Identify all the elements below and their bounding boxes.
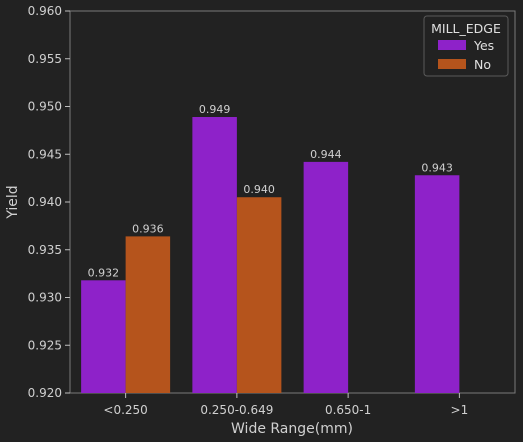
bar-no-0 (125, 236, 171, 393)
legend-label-no: No (474, 57, 491, 72)
legend: MILL_EDGE Yes No (423, 15, 509, 77)
bars-layer (81, 117, 460, 393)
legend-label-yes: Yes (473, 38, 494, 53)
y-axis: 0.920 0.925 0.930 0.935 0.940 0.945 0.950 0.955… (28, 4, 70, 400)
data-label: 0.949 (199, 103, 231, 116)
legend-title: MILL_EDGE (431, 21, 501, 36)
bar-yes-0 (81, 280, 126, 393)
y-tick-label: 0.955 (28, 52, 62, 66)
y-tick-label: 0.930 (28, 291, 62, 305)
bar-yes-3 (414, 175, 460, 393)
data-label: 0.940 (243, 183, 275, 196)
legend-swatch-yes (438, 40, 466, 50)
x-tick-label: 0.650-1 (325, 403, 371, 417)
y-tick-label: 0.920 (28, 386, 62, 400)
y-tick-label: 0.935 (28, 243, 62, 257)
y-tick-label: 0.960 (28, 4, 62, 18)
x-axis-label: Wide Range(mm) (231, 421, 353, 437)
x-tick-label: >1 (451, 403, 469, 417)
data-label: 0.944 (310, 148, 342, 161)
y-tick-label: 0.940 (28, 195, 62, 209)
bar-no-1 (236, 197, 282, 393)
data-labels-layer: 0.932 0.949 0.944 0.943 0.936 0.940 (88, 103, 453, 279)
y-tick-label: 0.925 (28, 338, 62, 352)
y-axis-label: Yield (5, 185, 21, 219)
bar-yes-1 (192, 117, 237, 393)
x-tick-label: <0.250 (103, 403, 147, 417)
data-label: 0.936 (132, 222, 164, 235)
x-tick-label: 0.250-0.649 (200, 403, 273, 417)
legend-swatch-no (438, 59, 466, 69)
data-label: 0.932 (88, 266, 120, 279)
data-label: 0.943 (421, 161, 453, 174)
bar-yes-2 (303, 161, 349, 393)
y-tick-label: 0.945 (28, 147, 62, 161)
x-axis: <0.250 0.250-0.649 0.650-1 >1 (103, 393, 468, 417)
y-tick-label: 0.950 (28, 100, 62, 114)
